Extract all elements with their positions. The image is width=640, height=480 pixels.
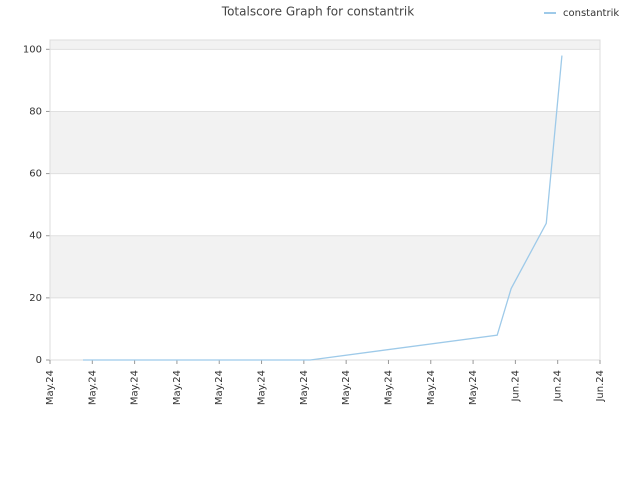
y-tick-label: 0 [36,355,42,366]
x-tick-label: May.24 [172,370,183,405]
x-tick-label: Jun.24 [510,370,521,403]
y-tick-label: 40 [29,231,42,242]
x-tick-label: May.24 [214,370,225,405]
x-tick-label: Jun.24 [553,370,564,403]
x-tick-label: May.24 [383,370,394,405]
chart-title: Totalscore Graph for constantrik [221,5,414,19]
y-tick-label: 20 [29,293,42,304]
x-tick-label: May.24 [87,370,98,405]
x-tick-label: May.24 [426,370,437,405]
plot-area [49,39,601,361]
data-line [83,55,563,361]
x-tick-label: May.24 [299,370,310,405]
x-tick-label: May.24 [341,370,352,405]
x-tick-label: May.24 [257,370,268,405]
y-tick-label: 80 [29,106,42,117]
grid-band [50,111,600,174]
x-tick-label: May.24 [45,370,56,405]
y-tick-label: 60 [29,169,42,180]
x-tick-label: Jun.24 [595,370,606,403]
grid-band [50,40,600,50]
y-tick-label: 100 [23,44,42,55]
plot-border [49,39,601,361]
x-tick-label: May.24 [468,370,479,405]
grid-band [50,235,600,298]
legend-label: constantrik [563,8,619,19]
x-tick-label: May.24 [130,370,141,405]
